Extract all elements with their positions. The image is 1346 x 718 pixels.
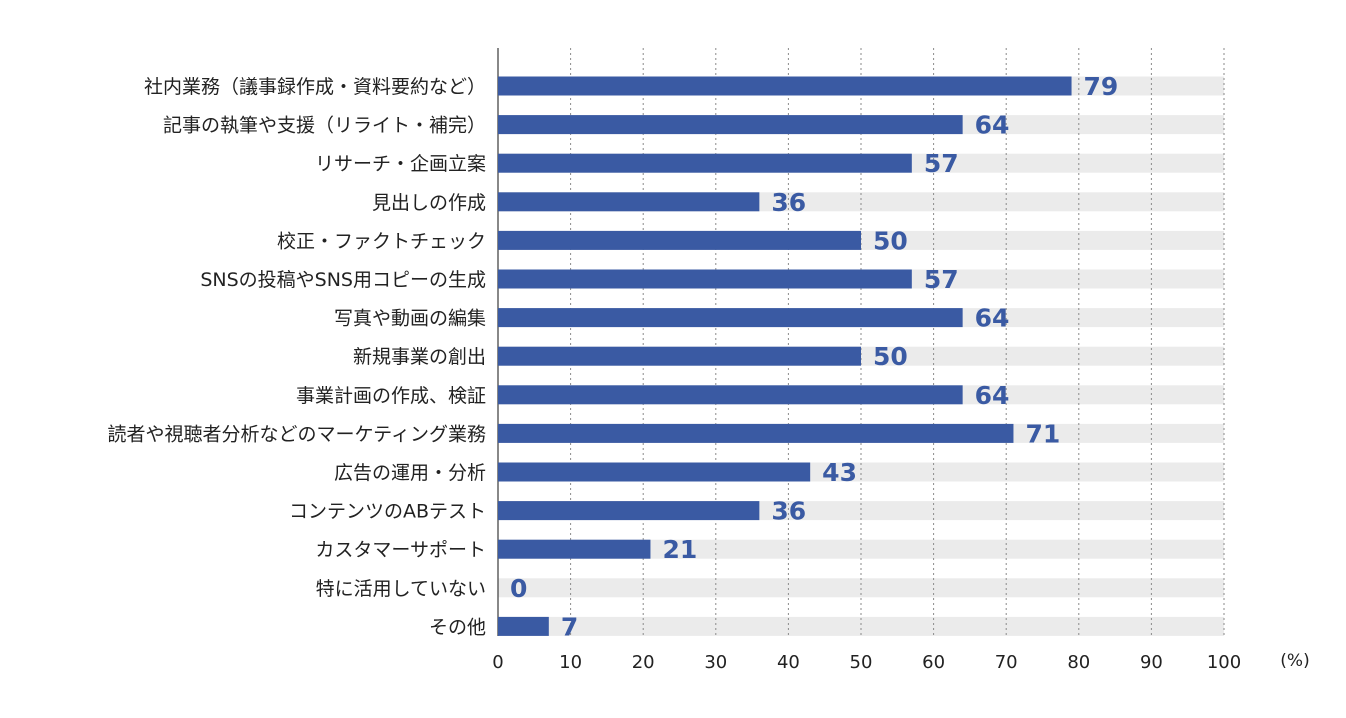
x-tick-label-10: 10 bbox=[559, 652, 582, 673]
value-label-4: 50 bbox=[873, 226, 908, 255]
value-label-7: 50 bbox=[873, 342, 908, 371]
x-tick-label-20: 20 bbox=[632, 652, 655, 673]
value-label-9: 71 bbox=[1025, 419, 1060, 448]
category-label-3: 見出しの作成 bbox=[372, 192, 486, 214]
value-label-11: 36 bbox=[771, 497, 806, 526]
x-axis-unit-label: (%) bbox=[1280, 651, 1309, 671]
category-label-2: リサーチ・企画立案 bbox=[315, 153, 486, 175]
gridlines bbox=[497, 48, 1225, 636]
bars bbox=[498, 76, 1072, 636]
category-label-14: その他 bbox=[429, 616, 486, 638]
bar-6 bbox=[498, 308, 963, 328]
bar-4 bbox=[498, 230, 861, 250]
category-label-7: 新規事業の創出 bbox=[353, 346, 486, 368]
bar-0 bbox=[498, 76, 1072, 96]
x-tick-label-50: 50 bbox=[850, 652, 873, 673]
category-label-8: 事業計画の作成、検証 bbox=[296, 385, 486, 407]
value-label-6: 64 bbox=[975, 304, 1010, 333]
value-label-12: 21 bbox=[662, 535, 697, 564]
x-tick-label-100: 100 bbox=[1207, 652, 1241, 673]
category-label-0: 社内業務（議事録作成・資料要約など） bbox=[144, 76, 486, 98]
value-label-5: 57 bbox=[924, 265, 959, 294]
value-label-8: 64 bbox=[975, 381, 1010, 410]
bar-11 bbox=[498, 501, 760, 521]
value-labels: 79 64 57 36 50 57 64 50 64 71 43 36 21 0 7 bbox=[510, 72, 1118, 641]
category-label-6: 写真や動画の編集 bbox=[334, 308, 486, 330]
category-label-5: SNSの投稿やSNS用コピーの生成 bbox=[200, 269, 486, 291]
bar-12 bbox=[498, 539, 651, 559]
bar-8 bbox=[498, 385, 963, 405]
category-label-12: カスタマーサポート bbox=[315, 539, 486, 561]
bar-track-14 bbox=[498, 616, 1224, 636]
category-label-11: コンテンツのABテスト bbox=[289, 501, 486, 523]
bar-1 bbox=[498, 115, 963, 135]
value-label-0: 79 bbox=[1084, 72, 1119, 101]
x-tick-label-0: 0 bbox=[492, 652, 503, 673]
value-label-3: 36 bbox=[771, 188, 806, 217]
bar-14 bbox=[498, 616, 549, 636]
value-label-14: 7 bbox=[561, 612, 578, 641]
bar-10 bbox=[498, 462, 811, 482]
x-tick-label-90: 90 bbox=[1140, 652, 1163, 673]
category-label-9: 読者や視聴者分析などのマーケティング業務 bbox=[108, 423, 486, 445]
category-labels: 社内業務（議事録作成・資料要約など） 記事の執筆や支援（リライト・補完） リサーチ・… bbox=[108, 76, 486, 638]
bar-9 bbox=[498, 423, 1014, 443]
category-label-10: 広告の運用・分析 bbox=[334, 462, 486, 484]
x-tick-label-80: 80 bbox=[1067, 652, 1090, 673]
x-tick-label-30: 30 bbox=[704, 652, 727, 673]
bar-2 bbox=[498, 153, 912, 173]
category-label-4: 校正・ファクトチェック bbox=[277, 230, 486, 252]
bar-track-13 bbox=[498, 578, 1224, 598]
value-label-13: 0 bbox=[510, 574, 527, 603]
value-label-2: 57 bbox=[924, 149, 959, 178]
x-tick-label-40: 40 bbox=[777, 652, 800, 673]
x-tick-label-70: 70 bbox=[995, 652, 1018, 673]
bar-3 bbox=[498, 192, 760, 212]
category-label-13: 特に活用していない bbox=[316, 578, 486, 600]
value-label-1: 64 bbox=[975, 111, 1010, 140]
category-label-1: 記事の執筆や支援（リライト・補完） bbox=[163, 115, 486, 137]
value-label-10: 43 bbox=[822, 458, 857, 487]
bar-7 bbox=[498, 346, 861, 366]
x-axis-ticks: 0 10 20 30 40 50 60 70 80 90 100 bbox=[492, 652, 1241, 673]
x-tick-label-60: 60 bbox=[922, 652, 945, 673]
bar-5 bbox=[498, 269, 912, 289]
